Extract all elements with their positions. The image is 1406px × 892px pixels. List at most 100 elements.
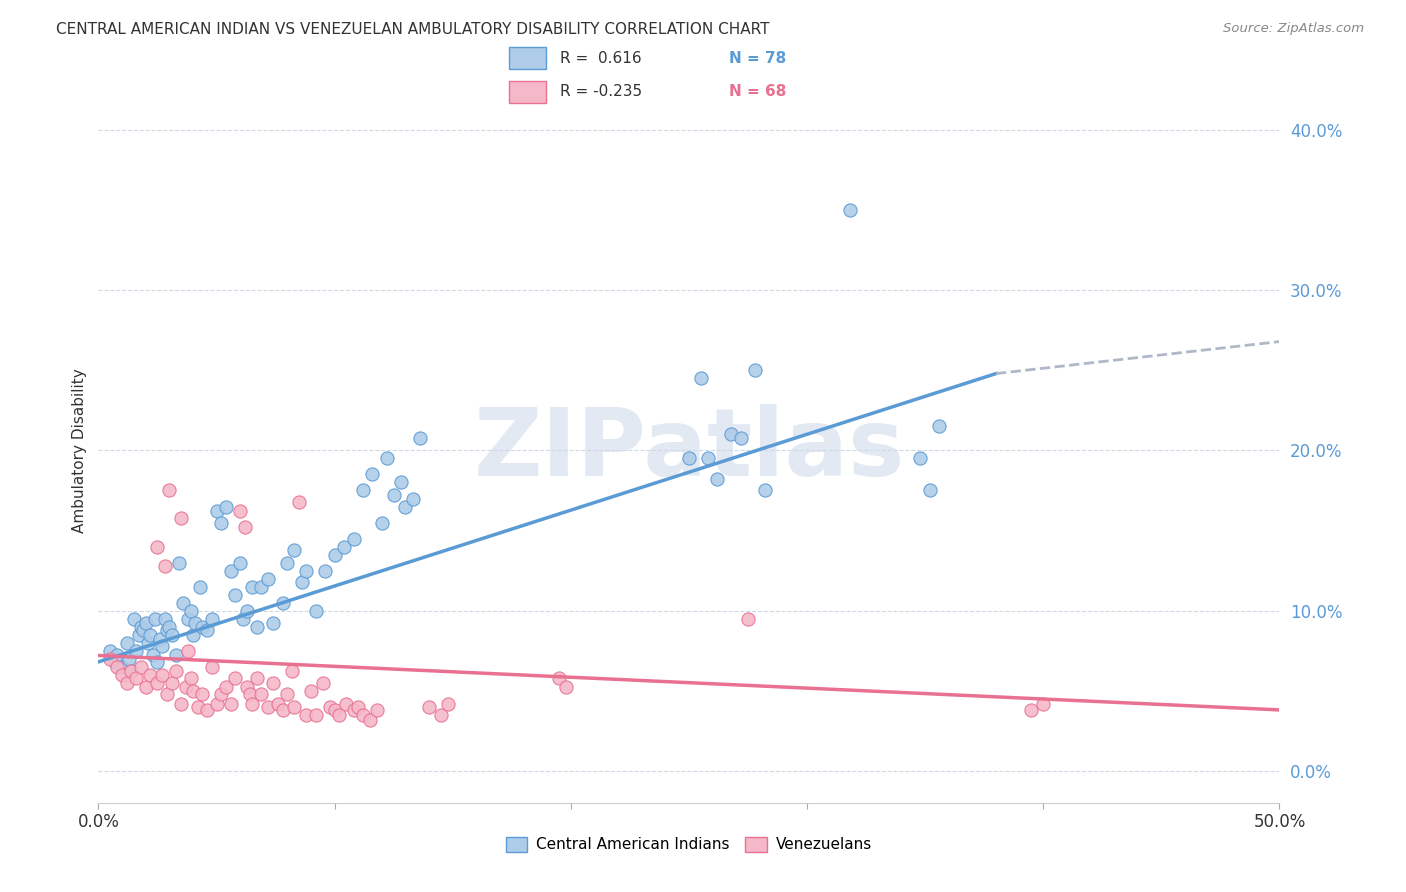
Central American Indians <box>215 500 238 514</box>
Venezuelans <box>430 707 453 722</box>
Venezuelans <box>139 667 162 681</box>
Venezuelans <box>215 681 238 695</box>
Central American Indians <box>271 596 294 610</box>
Central American Indians <box>246 619 269 633</box>
Venezuelans <box>146 540 169 554</box>
Venezuelans <box>135 681 157 695</box>
Central American Indians <box>838 203 860 218</box>
Text: Source: ZipAtlas.com: Source: ZipAtlas.com <box>1223 22 1364 36</box>
Central American Indians <box>139 627 162 641</box>
Venezuelans <box>170 510 193 524</box>
Venezuelans <box>548 671 571 685</box>
Central American Indians <box>382 488 405 502</box>
Venezuelans <box>111 667 134 681</box>
Venezuelans <box>170 697 193 711</box>
Central American Indians <box>98 643 121 657</box>
Y-axis label: Ambulatory Disability: Ambulatory Disability <box>72 368 87 533</box>
Venezuelans <box>115 675 138 690</box>
Venezuelans <box>153 558 176 573</box>
Venezuelans <box>276 687 298 701</box>
FancyBboxPatch shape <box>509 81 547 103</box>
Central American Indians <box>184 616 207 631</box>
Central American Indians <box>224 588 246 602</box>
Central American Indians <box>160 627 183 641</box>
Central American Indians <box>153 612 176 626</box>
Venezuelans <box>224 671 246 685</box>
Central American Indians <box>352 483 374 498</box>
Venezuelans <box>181 683 204 698</box>
Central American Indians <box>149 632 172 647</box>
Central American Indians <box>408 431 430 445</box>
Central American Indians <box>111 659 134 673</box>
Central American Indians <box>401 491 423 506</box>
Venezuelans <box>146 675 169 690</box>
Central American Indians <box>754 483 776 498</box>
Venezuelans <box>418 699 440 714</box>
Central American Indians <box>375 451 398 466</box>
Venezuelans <box>98 651 121 665</box>
Central American Indians <box>105 648 128 663</box>
FancyBboxPatch shape <box>509 47 547 69</box>
Venezuelans <box>125 671 148 685</box>
Central American Indians <box>394 500 416 514</box>
Central American Indians <box>696 451 718 466</box>
Central American Indians <box>165 648 187 663</box>
Central American Indians <box>142 648 165 663</box>
Venezuelans <box>281 665 304 679</box>
Central American Indians <box>180 604 202 618</box>
Text: R = -0.235: R = -0.235 <box>560 84 643 99</box>
Central American Indians <box>195 623 218 637</box>
Venezuelans <box>555 681 578 695</box>
Text: N = 68: N = 68 <box>728 84 786 99</box>
Venezuelans <box>236 681 259 695</box>
Central American Indians <box>342 532 364 546</box>
Central American Indians <box>191 619 214 633</box>
Central American Indians <box>295 564 318 578</box>
Central American Indians <box>205 504 228 518</box>
Venezuelans <box>335 697 357 711</box>
Central American Indians <box>361 467 384 482</box>
Venezuelans <box>233 520 256 534</box>
Central American Indians <box>181 627 204 641</box>
Central American Indians <box>257 572 280 586</box>
Central American Indians <box>136 635 159 649</box>
Venezuelans <box>737 612 759 626</box>
Central American Indians <box>250 580 273 594</box>
Venezuelans <box>201 659 224 673</box>
Central American Indians <box>706 472 728 486</box>
Venezuelans <box>160 675 183 690</box>
Venezuelans <box>177 643 200 657</box>
Venezuelans <box>157 483 180 498</box>
Venezuelans <box>342 703 364 717</box>
Venezuelans <box>191 687 214 701</box>
Venezuelans <box>347 699 370 714</box>
Venezuelans <box>262 675 284 690</box>
Central American Indians <box>305 604 328 618</box>
Venezuelans <box>250 687 273 701</box>
Central American Indians <box>143 612 166 626</box>
Central American Indians <box>150 639 173 653</box>
Central American Indians <box>219 564 242 578</box>
Central American Indians <box>118 651 141 665</box>
Central American Indians <box>156 623 179 637</box>
Central American Indians <box>720 427 742 442</box>
Venezuelans <box>195 703 218 717</box>
Venezuelans <box>1021 703 1043 717</box>
Central American Indians <box>323 548 346 562</box>
Venezuelans <box>267 697 290 711</box>
Central American Indians <box>276 556 298 570</box>
Venezuelans <box>239 687 262 701</box>
Central American Indians <box>157 619 180 633</box>
Venezuelans <box>352 707 374 722</box>
Central American Indians <box>132 623 155 637</box>
Text: CENTRAL AMERICAN INDIAN VS VENEZUELAN AMBULATORY DISABILITY CORRELATION CHART: CENTRAL AMERICAN INDIAN VS VENEZUELAN AM… <box>56 22 769 37</box>
Central American Indians <box>201 612 224 626</box>
Venezuelans <box>174 681 197 695</box>
Venezuelans <box>319 699 342 714</box>
Central American Indians <box>121 665 143 679</box>
Venezuelans <box>209 687 232 701</box>
Central American Indians <box>128 627 150 641</box>
Venezuelans <box>229 504 252 518</box>
Central American Indians <box>231 612 253 626</box>
Central American Indians <box>229 556 252 570</box>
